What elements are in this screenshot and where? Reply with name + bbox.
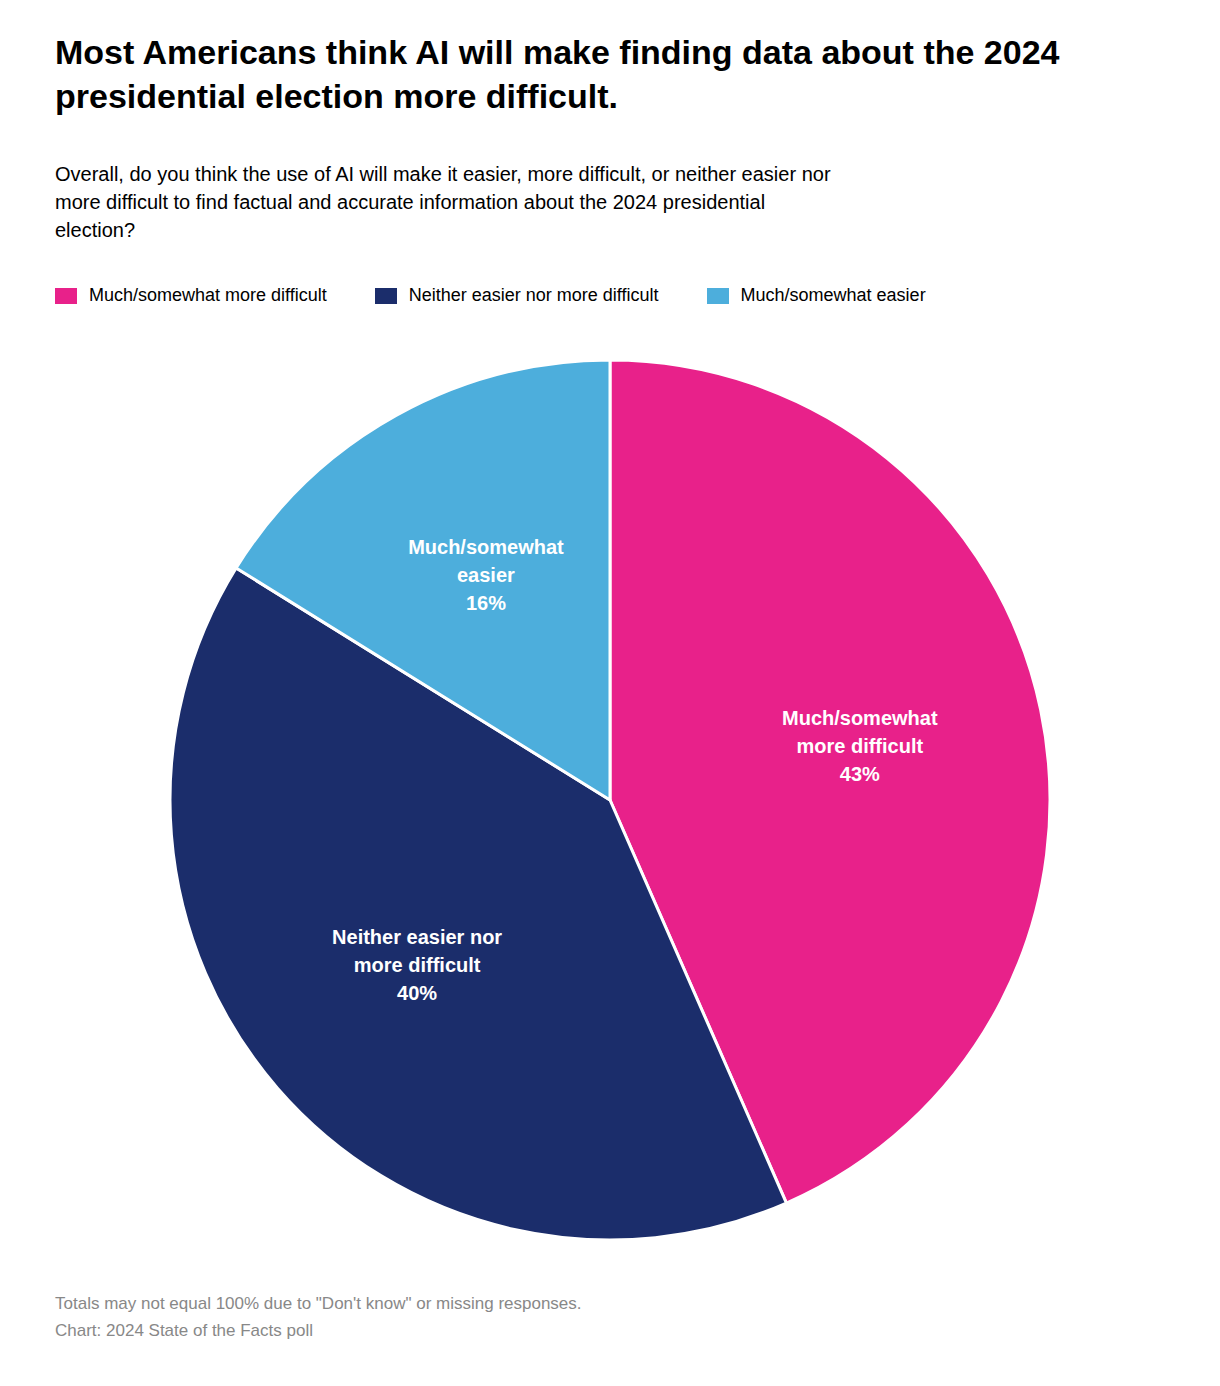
legend-label: Neither easier nor more difficult — [409, 285, 659, 306]
slice-category-line: Neither easier nor — [332, 926, 502, 948]
slice-value-label: 40% — [397, 982, 437, 1004]
chart-page: Most Americans think AI will make findin… — [0, 0, 1220, 1386]
footer-note: Chart: 2024 State of the Facts poll — [55, 1317, 1165, 1344]
slice-category: Much/somewhat easier — [408, 536, 564, 586]
slice-category-line: Much/somewhat — [782, 707, 938, 729]
pie-chart: Much/somewhat more difficult 43% Neither ea… — [0, 330, 1220, 1270]
legend-item: Neither easier nor more difficult — [375, 285, 659, 306]
title: Most Americans think AI will make findin… — [55, 30, 1165, 118]
legend-item: Much/somewhat more difficult — [55, 285, 327, 306]
footer-note: Totals may not equal 100% due to "Don't … — [55, 1290, 1165, 1317]
legend-swatch — [375, 288, 397, 304]
legend-swatch — [55, 288, 77, 304]
legend-label: Much/somewhat more difficult — [89, 285, 327, 306]
slice-labels: Much/somewhat more difficult 43% Neither ea… — [332, 536, 938, 1004]
slice-category-line: more difficult — [796, 735, 923, 757]
footer: Totals may not equal 100% due to "Don't … — [55, 1290, 1165, 1344]
slice-category: Much/somewhat more difficult — [782, 707, 938, 757]
slice-category-line: more difficult — [354, 954, 481, 976]
slice-category-line: Much/somewhat — [408, 536, 564, 558]
legend-item: Much/somewhat easier — [707, 285, 926, 306]
slice-value-label: 43% — [840, 763, 880, 785]
slice-category-line: easier — [457, 564, 515, 586]
slices — [170, 360, 1050, 1240]
legend-label: Much/somewhat easier — [741, 285, 926, 306]
slice-category: Neither easier nor more difficult — [332, 926, 502, 976]
legend-swatch — [707, 288, 729, 304]
subtitle: Overall, do you think the use of AI will… — [55, 160, 1165, 244]
slice-value-label: 16% — [466, 592, 506, 614]
legend: Much/somewhat more difficult Neither easi… — [55, 285, 1165, 306]
pie-slice — [236, 360, 610, 800]
